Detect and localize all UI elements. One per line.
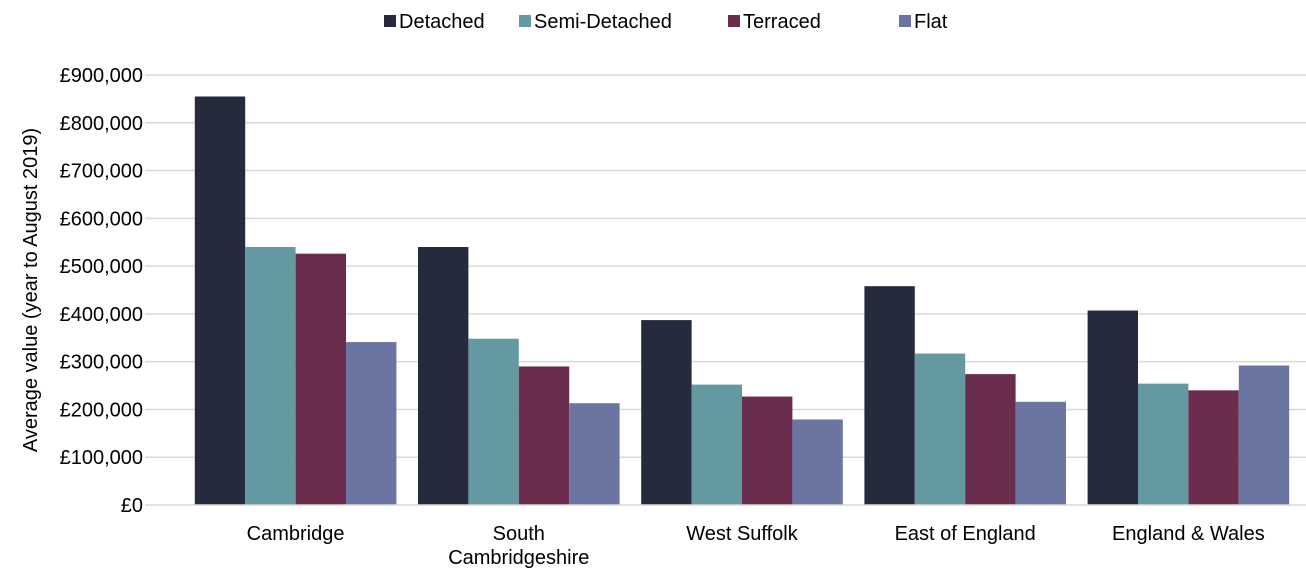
- bar-flat-0: [346, 342, 397, 505]
- y-tick-label: £100,000: [60, 447, 143, 469]
- bar-semi-detached-4: [1138, 383, 1189, 505]
- bars: [194, 96, 1290, 505]
- legend-label: Terraced: [743, 11, 821, 33]
- bar-terraced-0: [295, 253, 346, 505]
- y-tick-label: £200,000: [60, 399, 143, 421]
- bar-flat-1: [569, 403, 620, 505]
- bar-detached-2: [641, 320, 692, 505]
- x-category-label: Cambridge: [247, 523, 345, 545]
- y-tick-label: £500,000: [60, 256, 143, 278]
- x-category-label: South Cambridgeshire: [448, 523, 589, 569]
- y-axis-title: Average value (year to August 2019): [20, 128, 42, 452]
- legend-label: Detached: [399, 11, 485, 33]
- bar-detached-4: [1087, 310, 1138, 505]
- bar-flat-4: [1238, 365, 1290, 505]
- legend-swatch: [728, 15, 740, 27]
- x-category-label: East of England: [895, 523, 1036, 545]
- bar-terraced-2: [742, 396, 793, 505]
- bar-flat-3: [1015, 401, 1066, 505]
- y-tick-label: £300,000: [60, 352, 143, 374]
- y-tick-label: £0: [121, 495, 143, 517]
- legend-label: Semi-Detached: [534, 11, 672, 33]
- legend-swatch: [384, 15, 396, 27]
- bar-semi-detached-1: [468, 338, 519, 505]
- bar-terraced-4: [1188, 390, 1239, 505]
- x-category-label: West Suffolk: [686, 523, 799, 545]
- legend: Detached Semi-Detached Terraced Flat: [384, 11, 948, 33]
- bar-terraced-3: [965, 374, 1016, 505]
- y-tick-label: £700,000: [60, 161, 143, 183]
- bar-semi-detached-3: [914, 353, 966, 505]
- y-tick-label: £600,000: [60, 208, 143, 230]
- bar-detached-3: [864, 286, 915, 505]
- bar-terraced-1: [518, 366, 570, 505]
- x-category-label: England & Wales: [1112, 523, 1265, 545]
- y-tick-label: £800,000: [60, 113, 143, 135]
- x-axis-labels: Cambridge South Cambridgeshire West Suffolk…: [247, 523, 1265, 569]
- legend-swatch: [899, 15, 911, 27]
- bar-semi-detached-2: [691, 384, 742, 505]
- bar-semi-detached-0: [245, 247, 296, 505]
- y-axis-ticks: £0 £100,000 £200,000 £300,000 £400,000 £500,0…: [60, 65, 143, 517]
- y-tick-label: £400,000: [60, 304, 143, 326]
- y-tick-label: £900,000: [60, 65, 143, 87]
- legend-swatch: [519, 15, 531, 27]
- legend-label: Flat: [914, 11, 948, 33]
- bar-flat-2: [792, 419, 843, 505]
- bar-detached-0: [194, 96, 246, 505]
- bar-detached-1: [418, 247, 469, 505]
